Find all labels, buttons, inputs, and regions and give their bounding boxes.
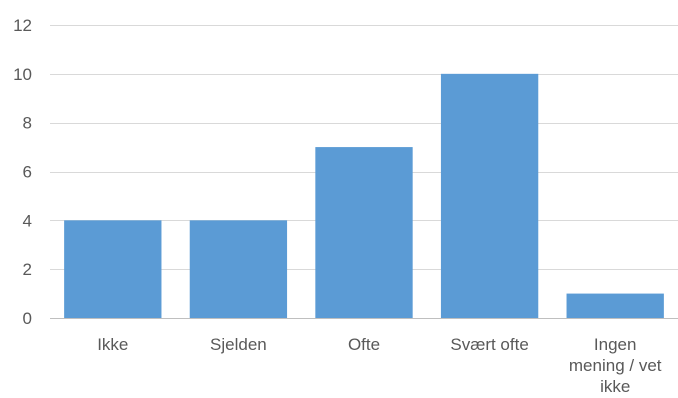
- x-category-label: Ofte: [348, 335, 380, 354]
- y-tick-label: 0: [23, 309, 32, 328]
- bar-sjelden: [189, 220, 288, 318]
- bar-ofte: [315, 147, 413, 318]
- x-category-label: Ingen mening / vet ikke: [569, 335, 662, 396]
- bar-ingen-mening-vet-ikke: [566, 293, 664, 318]
- x-axis-category-labels: Ikke Sjelden Ofte Svært ofte Ingen mening / v…: [97, 335, 662, 396]
- bars: [64, 73, 664, 318]
- bar-ikke: [64, 220, 162, 318]
- x-category-label: Ikke: [97, 335, 128, 354]
- y-tick-label: 12: [13, 16, 32, 35]
- y-tick-label: 8: [23, 114, 32, 133]
- y-tick-label: 6: [23, 163, 32, 182]
- x-category-label: Svært ofte: [450, 335, 528, 354]
- y-tick-label: 10: [13, 65, 32, 84]
- bar-svært-ofte: [440, 73, 539, 318]
- y-tick-label: 4: [23, 211, 32, 230]
- y-tick-label: 2: [23, 260, 32, 279]
- x-category-label: Sjelden: [210, 335, 267, 354]
- y-axis-tick-labels: 0 2 4 6 8 10 12: [13, 16, 32, 328]
